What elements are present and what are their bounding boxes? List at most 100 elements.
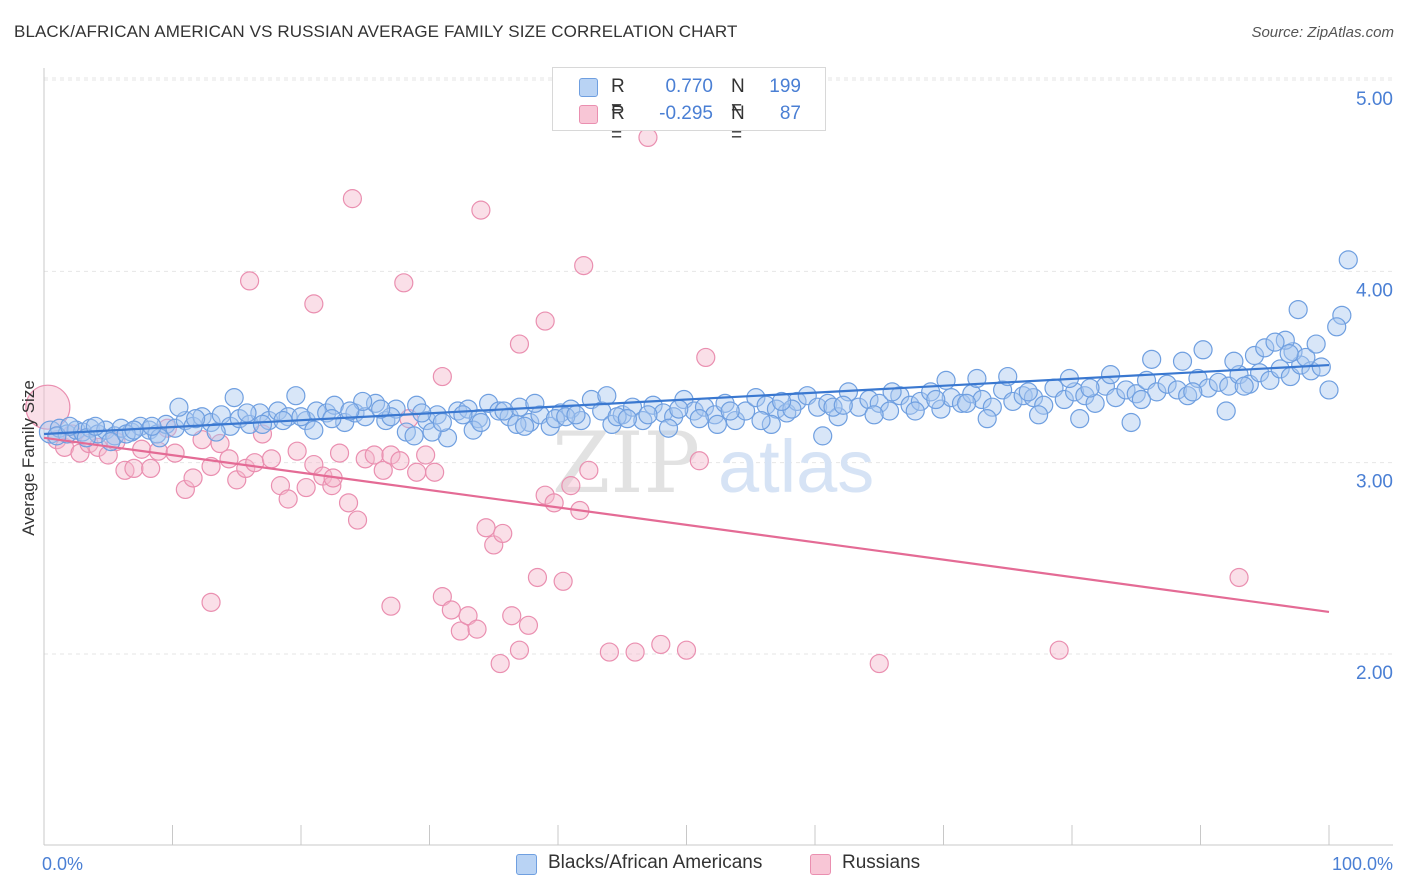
russians-point (561, 476, 581, 496)
blacks-point (1178, 386, 1198, 406)
russians-point (450, 621, 470, 641)
russians-point (432, 366, 452, 387)
russians-point (338, 493, 359, 513)
russians-point (467, 619, 487, 639)
blacks-point (1216, 401, 1236, 421)
blacks-point (463, 420, 483, 440)
blacks-point (571, 410, 591, 431)
watermark-zip: ZIP (552, 414, 700, 512)
source-label: Source: ZipAtlas.com (1251, 24, 1394, 41)
blacks-point (1054, 389, 1074, 410)
blacks-point (957, 393, 977, 413)
russians-point (347, 510, 368, 530)
russians-point (696, 347, 716, 368)
blacks-point (707, 414, 727, 434)
russians-point (296, 477, 316, 498)
y-tick-label: 2.00 (1356, 663, 1393, 684)
blacks-point (1023, 388, 1044, 408)
blacks-point (186, 409, 206, 429)
blacks-point (1319, 380, 1339, 400)
russians-point (651, 634, 671, 655)
chart-title: BLACK/AFRICAN AMERICAN VS RUSSIAN AVERAG… (14, 22, 738, 41)
blacks-point (813, 426, 833, 446)
legend-n-label: N = (731, 103, 745, 146)
blacks-point (1147, 382, 1167, 402)
russians-point (416, 445, 436, 465)
blacks-point (268, 401, 288, 421)
blacks-point (1327, 317, 1347, 337)
russians-point (599, 642, 620, 662)
blacks-point (1126, 384, 1146, 404)
blacks-point (900, 395, 920, 415)
blacks-point (237, 403, 257, 423)
blacks-point (782, 399, 802, 419)
blacks-point (1208, 372, 1229, 392)
blacks-point (1224, 351, 1244, 371)
russians-point (1049, 640, 1069, 660)
russians-point (175, 479, 195, 500)
y-tick-label: 3.00 (1356, 472, 1393, 493)
russians-point (638, 127, 658, 147)
blacks-point (252, 414, 273, 434)
blacks-point (771, 391, 792, 412)
legend-label: Russians (842, 852, 921, 873)
russians-point (476, 518, 496, 538)
legend-r-value: -0.295 (659, 103, 713, 124)
blacks-point (201, 412, 221, 433)
x-tick-label-max: 100.0% (1332, 854, 1393, 874)
trend-lines (43, 363, 1330, 613)
blacks-point (432, 412, 452, 433)
blacks-point (291, 407, 311, 427)
blacks-point (617, 409, 637, 429)
russians-point (219, 449, 239, 469)
russians-point (676, 640, 697, 660)
blacks-point (169, 397, 189, 417)
russians-point (390, 451, 410, 471)
blacks-point (1183, 382, 1203, 402)
russians-trend-line (43, 436, 1330, 613)
legend-swatch-blue (579, 78, 598, 97)
russians-point (165, 443, 185, 463)
blacks-point (1288, 300, 1308, 320)
blacks-point (422, 422, 442, 442)
legend-swatch-blue (516, 854, 537, 875)
russians-point (553, 571, 573, 591)
blacks-point (1172, 351, 1193, 371)
y-tick-label: 4.00 (1356, 280, 1393, 301)
russians-points (25, 127, 1249, 674)
russians-point (278, 489, 298, 509)
blacks-point (1198, 378, 1218, 398)
russians-point (493, 523, 513, 544)
russians-point (527, 567, 548, 588)
blacks-point (471, 412, 491, 433)
blacks-point (404, 426, 424, 446)
blacks-point (689, 409, 709, 429)
russians-point (509, 334, 530, 354)
legend-label: Blacks/African Americans (548, 852, 763, 873)
russians-point (287, 441, 307, 461)
russians-point (458, 606, 478, 626)
russians-point (544, 493, 564, 513)
russians-point (574, 255, 594, 276)
russians-point (141, 458, 161, 479)
blacks-point (1311, 357, 1331, 377)
blacks-trend-line (43, 363, 1330, 436)
blacks-point (566, 405, 586, 425)
axes (43, 68, 1393, 846)
blacks-point (882, 382, 902, 402)
blacks-point (1003, 391, 1023, 412)
blacks-point (1018, 382, 1038, 402)
blacks-point (864, 405, 884, 425)
blacks-point (1116, 380, 1136, 400)
russians-point (441, 600, 461, 620)
russians-point (407, 462, 427, 482)
blacks-point (869, 393, 889, 413)
blacks-point (60, 416, 80, 436)
blacks-point (905, 401, 925, 421)
blacks-point (206, 422, 226, 442)
y-axis-label: Average Family Size (19, 380, 38, 536)
watermark-atlas: atlas (718, 425, 874, 508)
russians-point (210, 433, 230, 454)
blacks-point (597, 386, 617, 406)
legend-r-label: R = (611, 103, 625, 146)
